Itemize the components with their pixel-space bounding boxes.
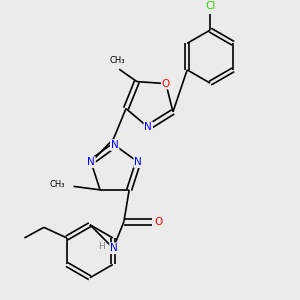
Text: CH₃: CH₃ xyxy=(110,56,125,65)
Text: H: H xyxy=(99,242,105,251)
Text: N: N xyxy=(134,157,142,167)
Text: N: N xyxy=(110,243,118,253)
Text: Cl: Cl xyxy=(205,1,215,11)
Text: CH₃: CH₃ xyxy=(49,180,65,189)
Text: O: O xyxy=(162,79,170,88)
Text: O: O xyxy=(154,217,163,227)
Text: N: N xyxy=(87,157,95,167)
Text: N: N xyxy=(111,140,119,150)
Text: N: N xyxy=(144,122,152,132)
